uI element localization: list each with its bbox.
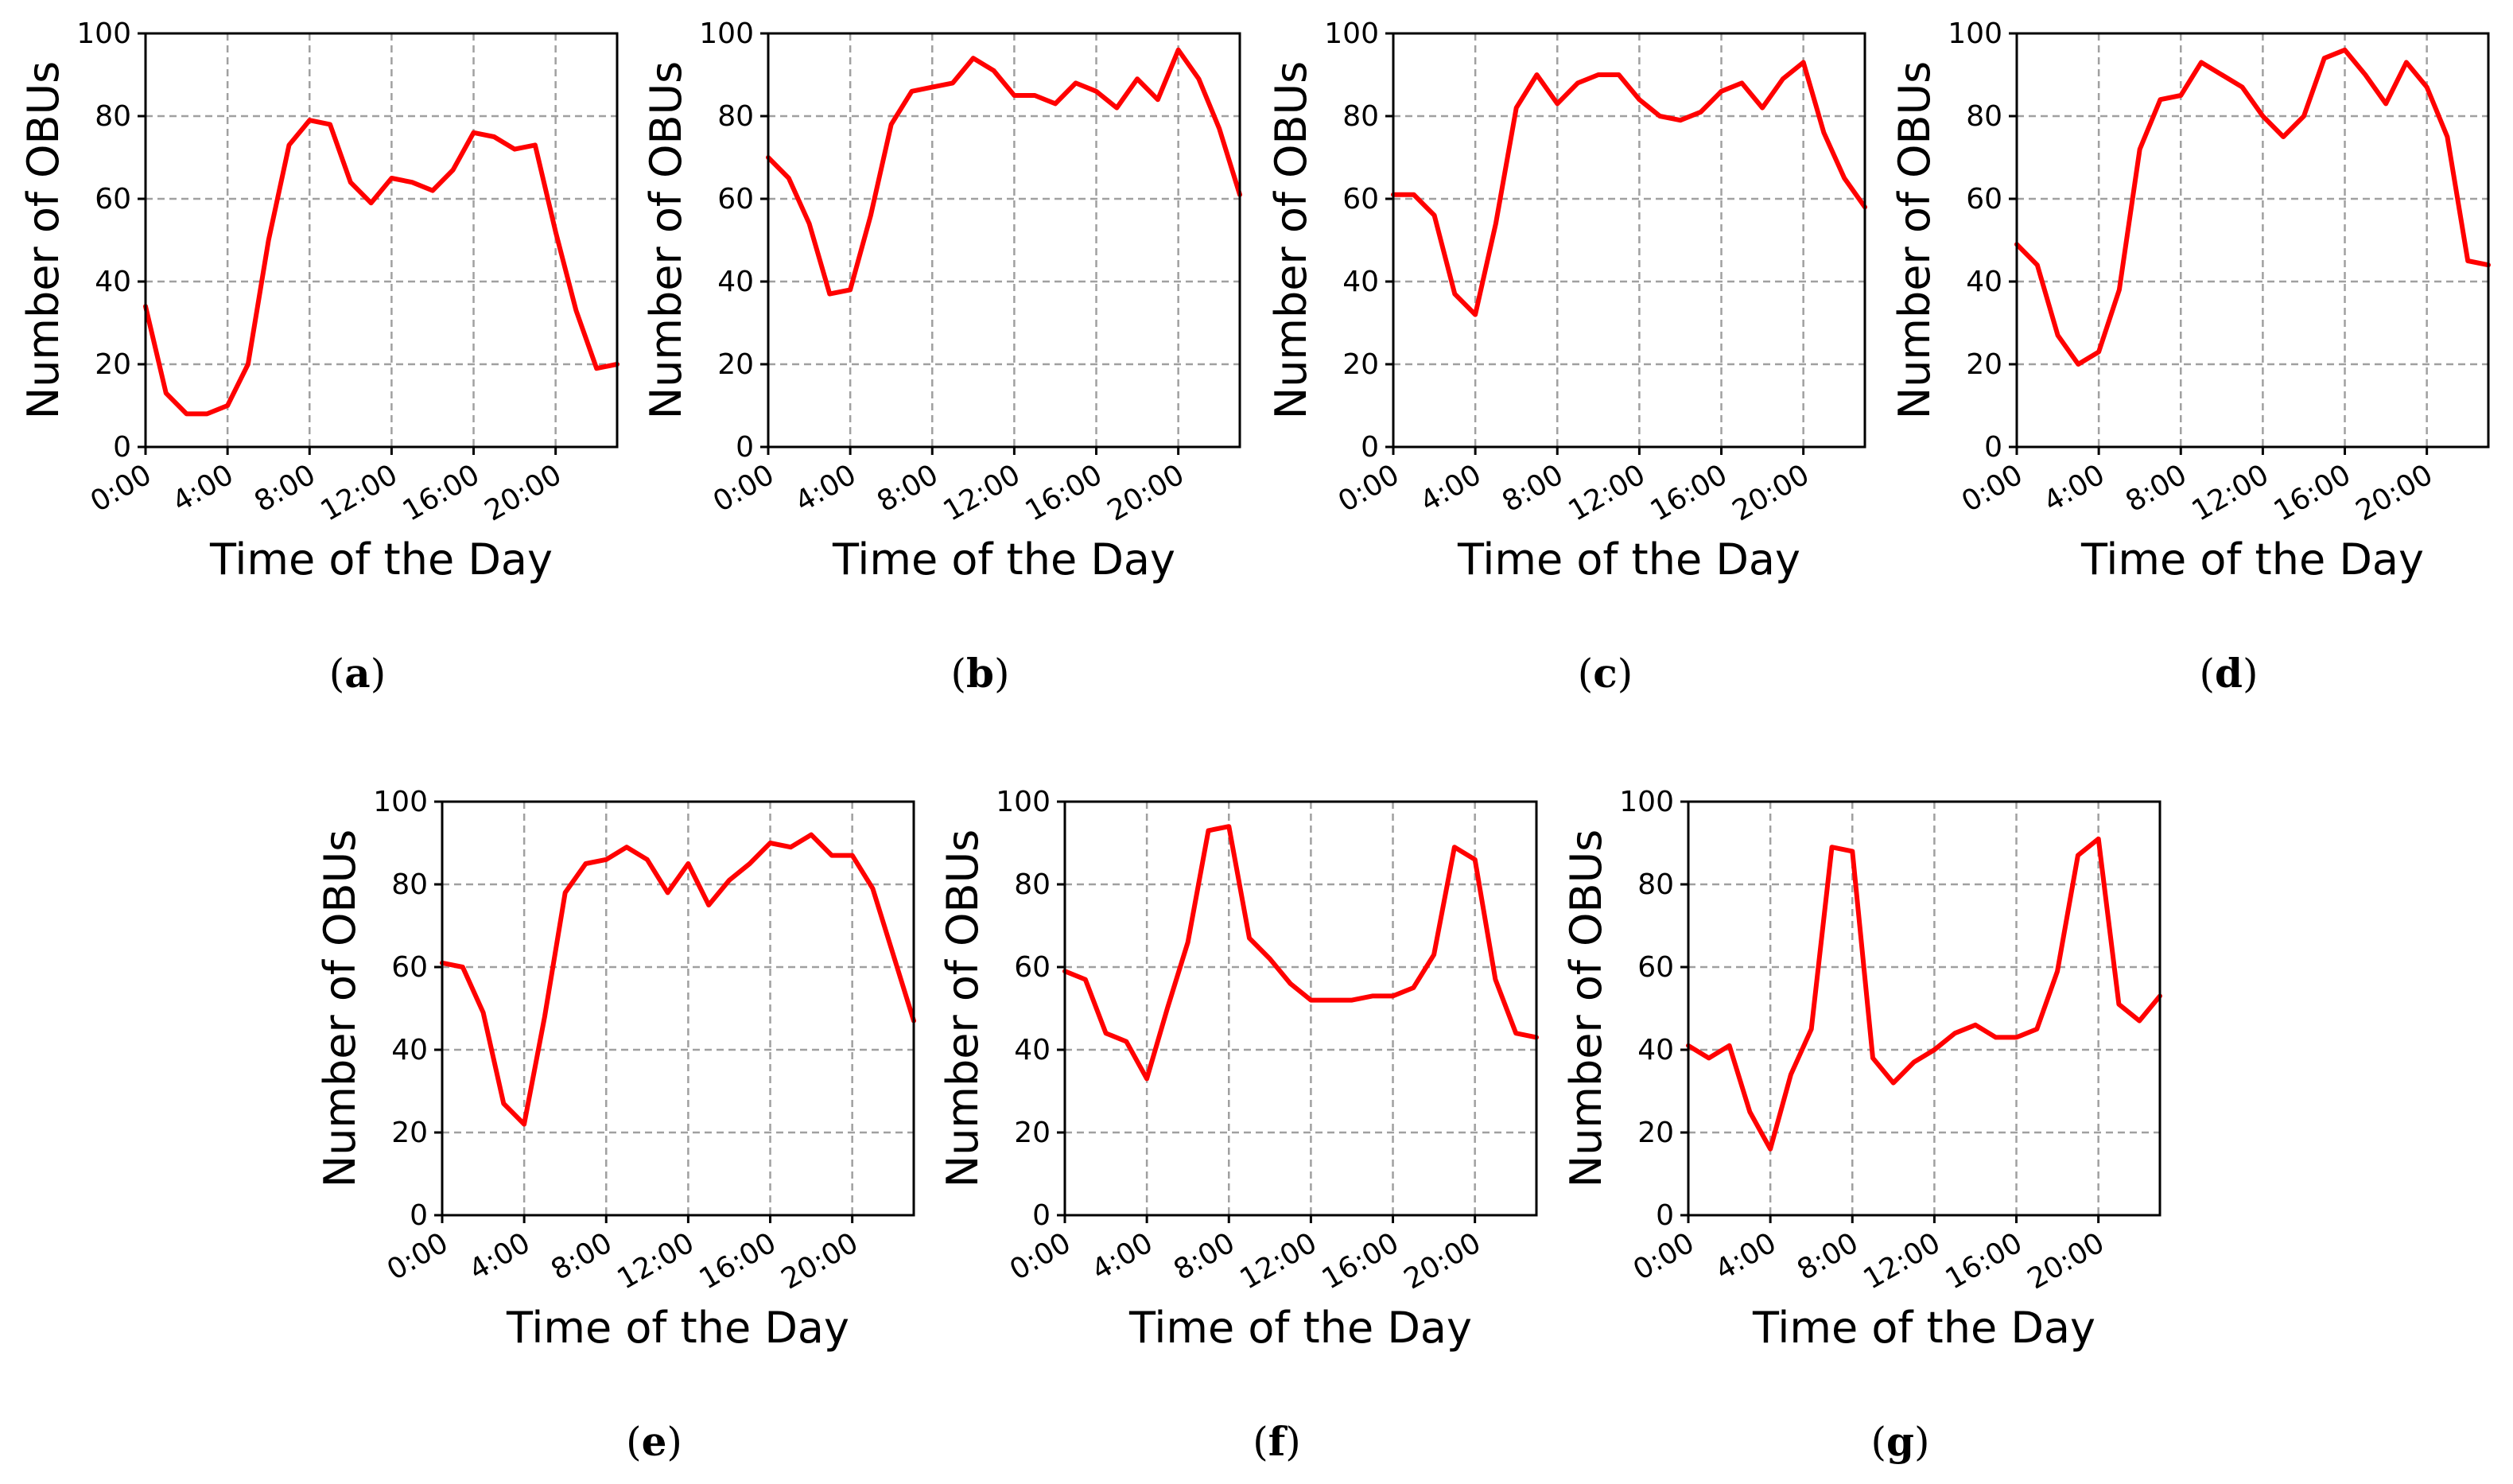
panel-caption-letter: f: [1268, 1418, 1288, 1465]
y-axis-title: Number of OBUs: [938, 829, 988, 1188]
x-axis-title: Time of the Day: [2080, 534, 2424, 585]
plot-frame: [144, 32, 619, 449]
panel-caption: (g): [1871, 1418, 1930, 1465]
y-tick-label: 100: [373, 786, 428, 818]
series-line: [766, 47, 1242, 297]
plot-frame: [1063, 800, 1538, 1217]
panel-caption-letter: d: [2215, 650, 2243, 697]
y-tick-label: 100: [1948, 17, 2002, 50]
y-tick-label: 20: [1966, 348, 2002, 381]
y-tick-label: 60: [717, 183, 754, 216]
y-tick-label: 60: [95, 183, 131, 216]
y-tick-label: 40: [1637, 1034, 1674, 1066]
y-tick-label: 0: [1032, 1199, 1051, 1232]
y-axis-title: Number of OBUs: [18, 61, 68, 420]
panel-caption-letter: b: [966, 650, 994, 697]
y-tick-label: 100: [1619, 786, 1674, 818]
y-tick-label: 40: [717, 266, 754, 298]
y-tick-label: 100: [1324, 17, 1379, 50]
panel-caption: (b): [951, 650, 1010, 697]
y-tick-label: 60: [391, 951, 428, 984]
y-tick-label: 0: [1361, 431, 1379, 464]
panel-caption: (a): [329, 650, 386, 697]
y-tick-label: 20: [717, 348, 754, 381]
x-axis-title: Time of the Day: [506, 1303, 849, 1353]
series-line: [440, 832, 916, 1127]
x-axis-title: Time of the Day: [832, 534, 1175, 585]
y-tick-label: 100: [699, 17, 754, 50]
panel-caption-letter: c: [1593, 650, 1617, 697]
series-line: [1391, 60, 1867, 317]
y-tick-label: 80: [391, 868, 428, 901]
y-tick-label: 80: [717, 100, 754, 133]
y-tick-label: 60: [1966, 183, 2002, 216]
y-tick-label: 20: [1637, 1117, 1674, 1149]
y-tick-label: 0: [113, 431, 131, 464]
y-axis-title: Number of OBUs: [1890, 61, 1940, 420]
x-axis-title: Time of the Day: [1752, 1303, 2095, 1353]
y-axis-title: Number of OBUs: [641, 61, 691, 420]
panel-caption-letter: a: [344, 650, 370, 697]
y-tick-label: 0: [1984, 431, 2002, 464]
series-line: [1686, 836, 2162, 1152]
y-tick-label: 0: [736, 431, 754, 464]
y-tick-label: 80: [1637, 868, 1674, 901]
y-tick-label: 80: [1966, 100, 2002, 133]
y-tick-label: 80: [1342, 100, 1379, 133]
y-tick-label: 40: [1342, 266, 1379, 298]
y-tick-label: 100: [996, 786, 1051, 818]
y-tick-label: 40: [95, 266, 131, 298]
plot-frame: [1392, 32, 1866, 449]
series-line: [2014, 47, 2491, 367]
y-tick-label: 20: [95, 348, 131, 381]
y-tick-label: 20: [1014, 1117, 1051, 1149]
y-tick-label: 80: [1014, 868, 1051, 901]
panel-caption: (d): [2200, 650, 2259, 697]
series-line: [1062, 824, 1539, 1082]
x-axis-title: Time of the Day: [1128, 1303, 1472, 1353]
panel-caption-letter: g: [1886, 1418, 1914, 1465]
y-tick-label: 0: [410, 1199, 428, 1232]
y-tick-label: 20: [391, 1117, 428, 1149]
plot-frame: [767, 32, 1241, 449]
series-line: [143, 118, 620, 417]
panel-caption: (c): [1578, 650, 1633, 697]
y-tick-label: 80: [95, 100, 131, 133]
plot-frame: [1687, 800, 2161, 1217]
y-axis-title: Number of OBUs: [1561, 829, 1611, 1188]
y-axis-title: Number of OBUs: [315, 829, 365, 1188]
y-tick-label: 100: [76, 17, 131, 50]
x-axis-title: Time of the Day: [209, 534, 553, 585]
y-tick-label: 60: [1014, 951, 1051, 984]
y-tick-label: 40: [1966, 266, 2002, 298]
y-tick-label: 60: [1637, 951, 1674, 984]
x-axis-title: Time of the Day: [1457, 534, 1800, 585]
y-tick-label: 0: [1656, 1199, 1674, 1232]
panel-caption: (f): [1253, 1418, 1301, 1465]
panel-caption: (e): [626, 1418, 682, 1465]
y-tick-label: 40: [391, 1034, 428, 1066]
y-tick-label: 20: [1342, 348, 1379, 381]
panel-caption-letter: e: [642, 1418, 667, 1465]
plot-frame: [2015, 32, 2490, 449]
y-tick-label: 40: [1014, 1034, 1051, 1066]
y-axis-title: Number of OBUs: [1266, 61, 1316, 420]
plot-frame: [441, 800, 915, 1217]
y-tick-label: 60: [1342, 183, 1379, 216]
